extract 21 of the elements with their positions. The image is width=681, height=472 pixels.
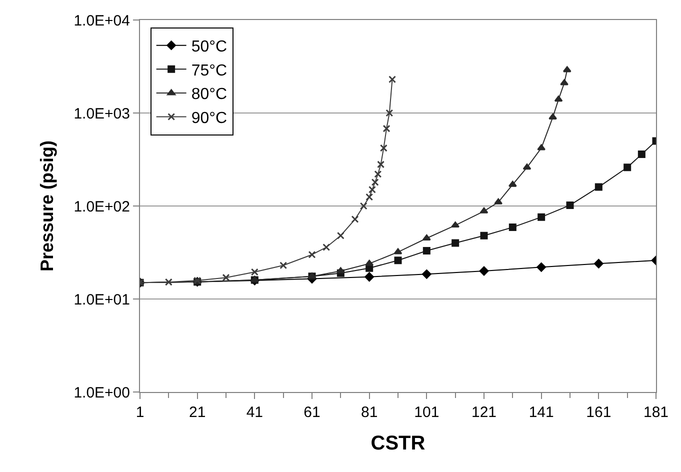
legend-label: 50°C	[191, 38, 228, 56]
x-tick-label: 41	[246, 404, 264, 421]
x-tick-label: 101	[414, 404, 440, 421]
x-tick-label: 61	[304, 404, 320, 421]
legend-label: 80°C	[191, 86, 228, 104]
x-tick-label: 161	[586, 404, 612, 421]
y-tick-label: 1.0E+01	[74, 291, 130, 308]
x-tick-label: 181	[643, 404, 669, 421]
y-axis-title: Pressure (psig)	[36, 140, 57, 272]
y-tick-label: 1.0E+00	[74, 384, 130, 402]
legend-label: 75°C	[191, 62, 228, 80]
y-tick-label: 1.0E+03	[74, 105, 130, 122]
y-tick-label: 1.0E+02	[74, 198, 130, 216]
y-tick-label: 1.0E+04	[74, 12, 130, 30]
x-tick-label: 121	[471, 404, 497, 421]
x-tick-label: 81	[360, 404, 378, 421]
x-tick-label: 1	[136, 404, 144, 421]
x-tick-label: 141	[528, 404, 554, 421]
x-axis-title: CSTR	[370, 432, 426, 454]
x-tick-label: 21	[188, 404, 206, 421]
legend-label: 90°C	[191, 110, 228, 127]
